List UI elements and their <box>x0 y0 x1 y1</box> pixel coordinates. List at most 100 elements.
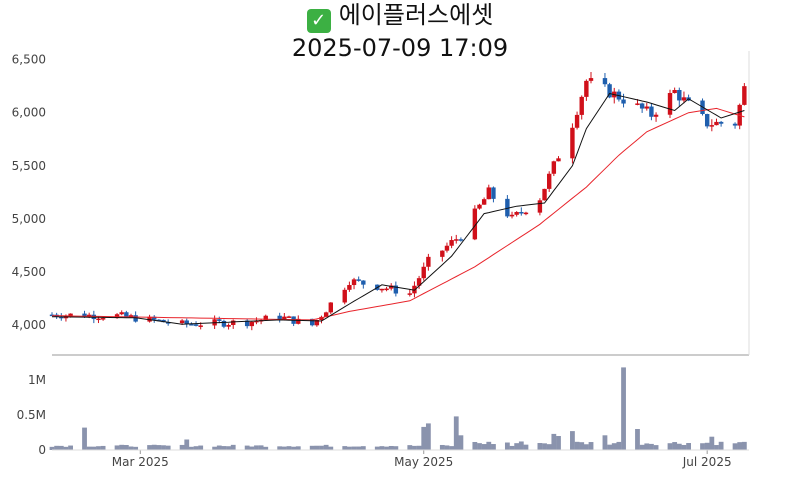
volume-bar <box>425 423 431 450</box>
check-mark-icon: ✓ <box>306 9 331 33</box>
volume-bar <box>741 441 747 450</box>
volume-bar <box>546 444 552 450</box>
volume-bar <box>388 445 394 450</box>
volume-bar <box>123 445 129 450</box>
candle-body <box>161 319 166 323</box>
x-tick-label: Jul 2025 <box>682 455 732 469</box>
candle-body <box>389 285 394 289</box>
candle-body <box>477 204 482 209</box>
price-y-tick-label: 6,500 <box>12 53 46 67</box>
volume-bar <box>100 445 106 450</box>
candle-body <box>639 103 645 109</box>
volume-bar <box>523 444 529 450</box>
volume-bar <box>212 446 218 450</box>
price-y-tick-label: 5,000 <box>12 212 46 226</box>
volume-bar <box>114 445 120 450</box>
candle-body <box>672 89 677 94</box>
volume-bar <box>486 441 492 450</box>
candle-body <box>742 86 747 105</box>
candle-body <box>635 103 640 105</box>
volume-bar <box>407 445 413 450</box>
volume-bar <box>346 446 352 450</box>
candle-body <box>193 324 199 326</box>
volume-bar <box>161 445 166 450</box>
price-y-tick-label: 5,500 <box>12 159 46 173</box>
volume-bar <box>653 445 659 450</box>
volume-bar <box>184 439 190 450</box>
candle-body <box>570 127 575 159</box>
candle-body <box>342 289 347 303</box>
candle-body <box>179 320 185 324</box>
volume-bar <box>542 443 547 450</box>
candle-body <box>426 256 431 267</box>
volume-bar <box>319 445 324 450</box>
candle-body <box>491 187 496 199</box>
volume-bar <box>709 436 715 450</box>
candle-body <box>704 114 710 127</box>
volume-bar <box>737 442 743 450</box>
candle-body <box>198 325 203 327</box>
candle-body <box>263 315 268 321</box>
candle-body <box>653 114 659 117</box>
volume-bar <box>616 441 622 450</box>
price-y-tick-label: 4,000 <box>12 318 46 332</box>
volume-bar <box>295 446 301 450</box>
candle-body <box>249 321 255 327</box>
volume-panel: 0 0.5M 1M Mar 2025 May 2025 Jul 2025 <box>17 367 749 469</box>
volume-bar <box>607 444 612 450</box>
candle-body <box>323 312 329 317</box>
candle-body <box>602 78 608 85</box>
candle-body <box>416 278 422 286</box>
volume-bar <box>147 445 152 450</box>
volume-bar <box>676 443 682 450</box>
volume-y-tick-label: 0.5M <box>17 408 46 422</box>
candle-body <box>407 293 412 295</box>
candle-body <box>677 89 682 101</box>
volume-bar <box>672 442 678 450</box>
volume-bar <box>263 446 269 450</box>
candle-body <box>681 97 687 101</box>
volume-bar <box>504 442 510 450</box>
volume-bar <box>133 446 139 450</box>
candle-body <box>254 320 259 323</box>
candle-body <box>282 316 287 320</box>
volume-bar <box>323 444 329 450</box>
volume-bar <box>356 446 362 450</box>
candle-body <box>189 324 194 326</box>
candle-body <box>709 125 715 127</box>
volume-bar <box>491 444 496 450</box>
volume-bar <box>86 446 92 450</box>
candle-body <box>551 161 557 174</box>
candle-body <box>296 318 301 324</box>
volume-bar <box>244 445 250 450</box>
volume-bar <box>249 446 255 450</box>
timestamp: 2025-07-09 17:09 <box>291 34 509 62</box>
volume-bar <box>453 416 459 450</box>
candle-body <box>147 316 152 322</box>
candle-body <box>152 316 157 320</box>
volume-bar <box>96 446 101 450</box>
volume-bar <box>667 443 673 450</box>
volume-bar <box>156 445 162 450</box>
volume-bar <box>472 441 478 450</box>
volume-bar <box>374 446 380 450</box>
candle-body <box>384 288 389 291</box>
volume-bar <box>458 435 464 450</box>
volume-bar <box>700 443 705 450</box>
candle-body <box>277 315 282 320</box>
candle-body <box>114 314 120 319</box>
volume-bar <box>583 444 589 450</box>
candle-body <box>454 239 459 241</box>
volume-bar <box>416 445 422 450</box>
candle-body <box>472 208 478 240</box>
volume-bar <box>216 445 222 450</box>
volume-bar <box>328 446 334 450</box>
candle-body <box>458 239 464 241</box>
candle-body <box>59 316 64 319</box>
volume-bar <box>151 444 157 450</box>
candle-body <box>96 318 101 321</box>
volume-bar <box>314 445 320 450</box>
candle-body <box>310 318 315 326</box>
candle-body <box>649 106 654 117</box>
volume-bar <box>635 429 640 450</box>
